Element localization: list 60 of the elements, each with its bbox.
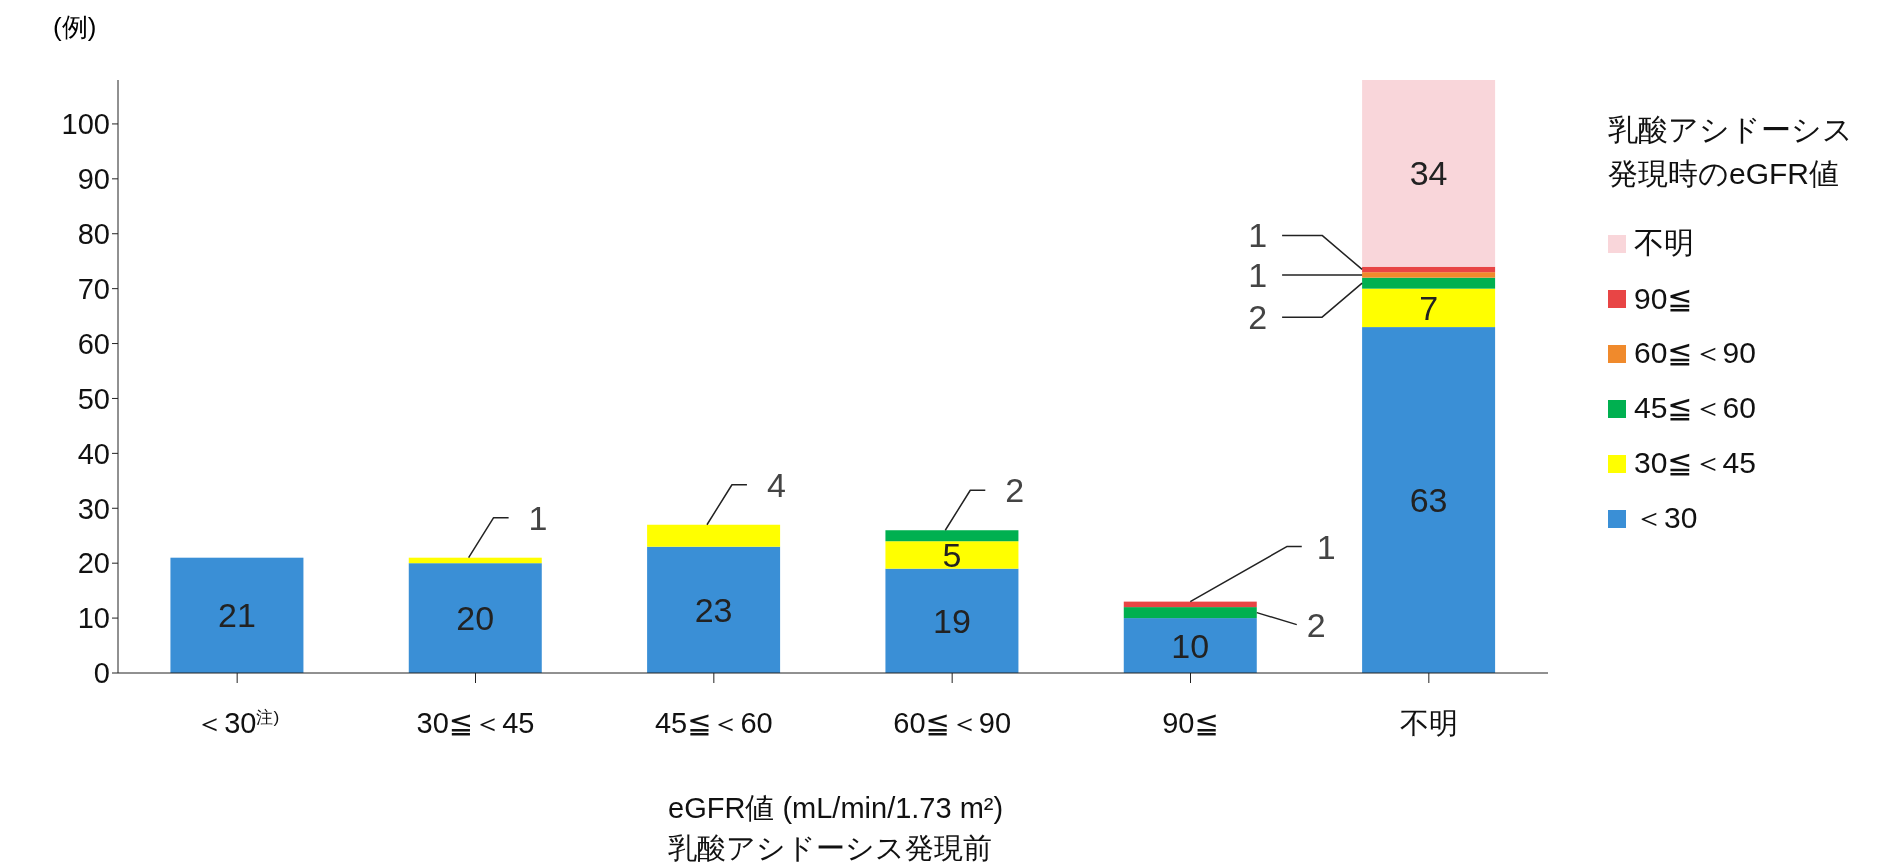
data-label: 4 (766, 465, 786, 504)
x-tick-label: 60≦＜90 (893, 707, 1012, 739)
y-tick-label: 70 (77, 272, 110, 305)
data-label: 1 (1316, 527, 1336, 566)
bar (1123, 607, 1257, 619)
bar (647, 524, 781, 547)
legend-label: 30≦＜45 (1634, 445, 1756, 481)
x-tick-label: 30≦＜45 (416, 707, 535, 739)
x-tick-label: 90≦ (1162, 707, 1219, 739)
bar (1362, 288, 1496, 328)
y-tick-label: 60 (77, 327, 110, 360)
legend-label: 60≦＜90 (1634, 335, 1756, 371)
bar (408, 563, 542, 673)
data-label: 19 (933, 601, 971, 640)
data-label: 1 (1248, 216, 1268, 255)
data-label: 63 (1409, 481, 1448, 520)
data-label: 21 (218, 596, 256, 635)
y-tick-label: 90 (77, 163, 110, 196)
bar (1362, 272, 1496, 278)
x-tick-label: ＜30$^{注)}$ (195, 707, 280, 739)
y-tick-label: 10 (77, 602, 110, 635)
data-label: 20 (456, 599, 495, 638)
y-tick-label: 30 (77, 492, 110, 525)
bar (1123, 618, 1257, 673)
bar (1362, 327, 1496, 673)
legend-label: 45≦＜60 (1634, 390, 1756, 426)
bar (170, 557, 304, 673)
y-tick-label: 80 (77, 218, 110, 251)
bar (885, 568, 1019, 673)
y-axis-title: (例) (53, 11, 97, 44)
x-tick-label: 不明 (1399, 707, 1458, 739)
data-label: 34 (1409, 154, 1448, 193)
y-tick-label: 100 (61, 108, 110, 141)
x-axis-title: eGFR値 (mL/min/1.73 m²) 乳酸アシドーシス発現前 (668, 791, 1004, 862)
bar (885, 541, 1019, 569)
data-label: 1 (528, 498, 548, 537)
bar (1362, 80, 1496, 267)
y-tick-label: 40 (77, 437, 110, 470)
data-label: 7 (1419, 288, 1439, 327)
legend-label: 90≦ (1634, 281, 1693, 316)
y-tick-label: 0 (93, 657, 110, 690)
bar (1362, 266, 1496, 273)
legend-label: 不明 (1634, 225, 1694, 261)
x-tick-label: 45≦＜60 (654, 707, 773, 739)
bar (408, 557, 542, 564)
data-label: 2 (1306, 605, 1326, 644)
data-label: 1 (1248, 255, 1268, 294)
bar (1123, 601, 1257, 608)
data-label: 2 (1248, 298, 1268, 337)
bar (1362, 277, 1496, 289)
data-label: 23 (694, 590, 733, 629)
data-label: 10 (1171, 626, 1210, 665)
data-label: 2 (1005, 471, 1025, 510)
bar (647, 546, 781, 673)
y-tick-label: 20 (77, 547, 110, 580)
y-tick-label: 50 (77, 382, 110, 415)
data-label: 5 (942, 535, 962, 574)
bar (885, 530, 1019, 542)
legend-label: ＜30 (1634, 500, 1698, 536)
legend-title: 乳酸アシドーシス発現時のeGFR値 (1608, 112, 1854, 192)
